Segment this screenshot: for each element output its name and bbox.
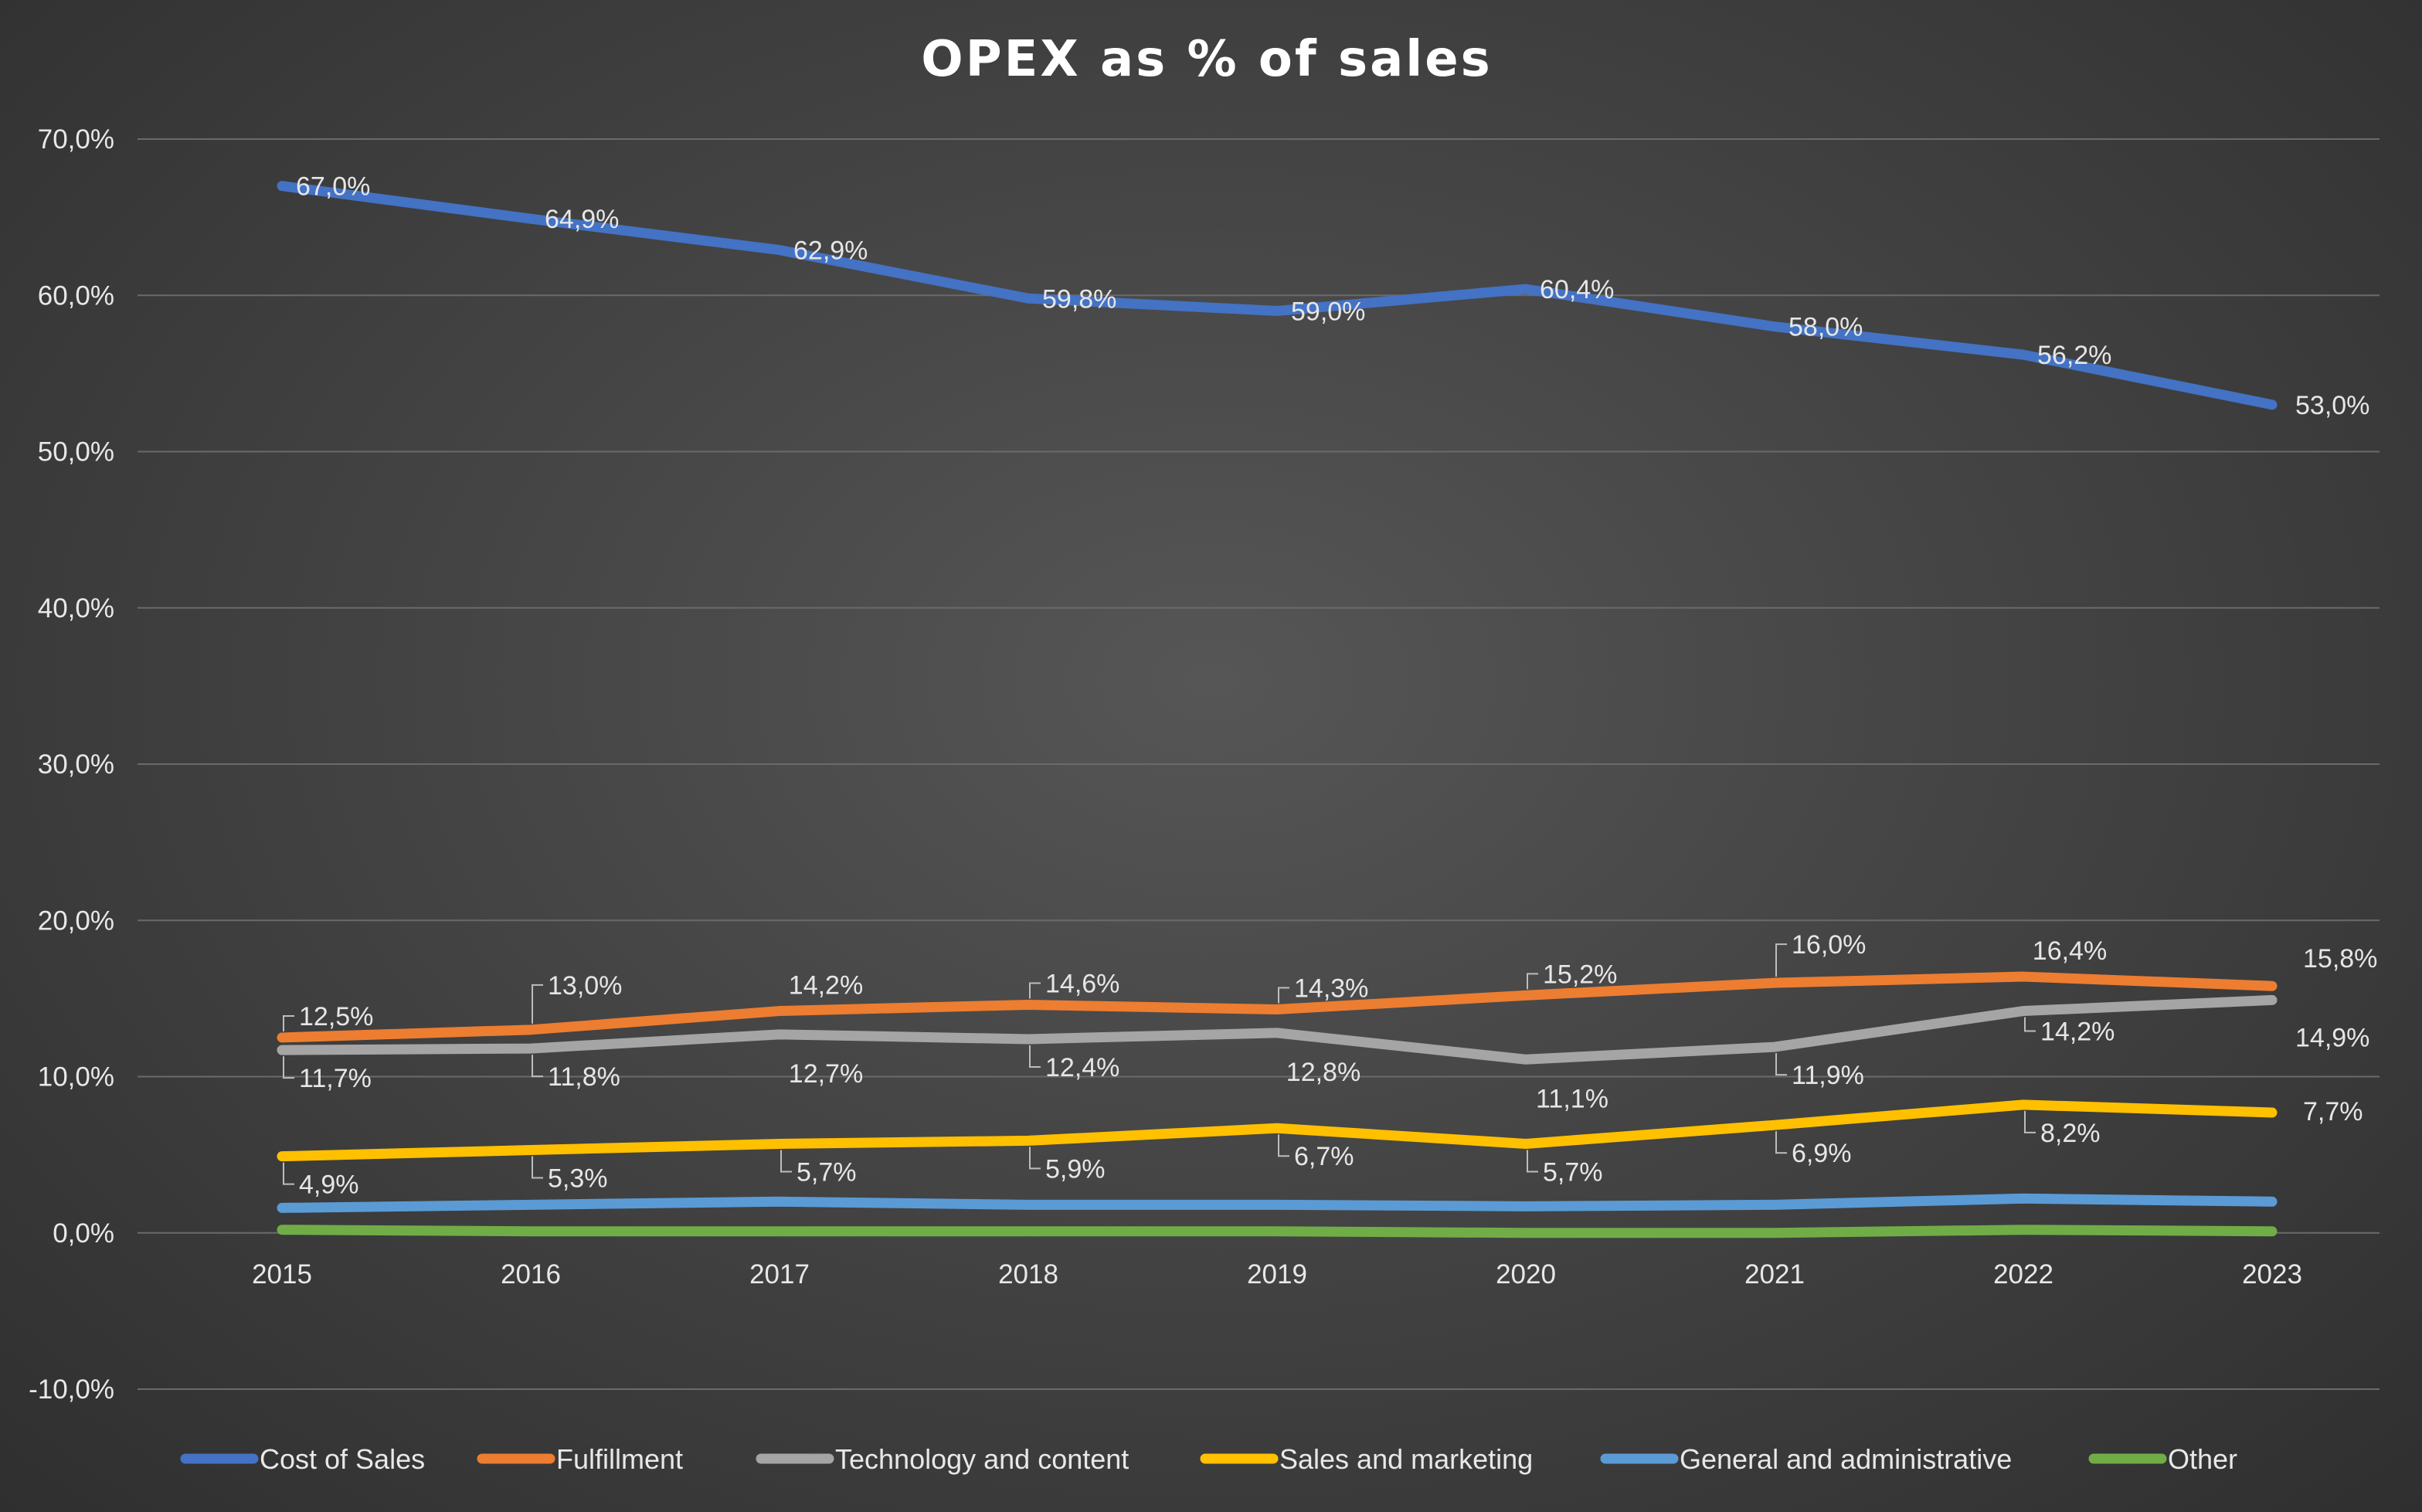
leader-line xyxy=(283,1162,294,1185)
data-label: 62,9% xyxy=(793,236,868,266)
x-tick-label: 2021 xyxy=(1744,1259,1805,1289)
leader-line xyxy=(1527,973,1538,990)
leader-line xyxy=(1029,1147,1041,1170)
data-label: 14,6% xyxy=(1045,969,1119,998)
leader-line xyxy=(1029,1045,1041,1068)
leader-line xyxy=(1775,1131,1787,1154)
data-label: 6,7% xyxy=(1294,1142,1354,1171)
leader-line xyxy=(2024,1017,2036,1032)
legend-label: Technology and content xyxy=(835,1443,1129,1475)
y-axis-ticks: -10,0% 0,0% 10,0% 20,0% 30,0% 40,0% 50,0% 60,0%… xyxy=(29,124,114,1405)
leader-line xyxy=(1029,982,1041,999)
leader-line xyxy=(780,1150,792,1173)
y-tick-label: -10,0% xyxy=(29,1374,114,1405)
data-label: 13,0% xyxy=(548,971,622,1001)
data-label: 7,7% xyxy=(2303,1097,2363,1126)
data-label: 5,7% xyxy=(797,1157,857,1187)
x-tick-label: 2018 xyxy=(998,1259,1058,1289)
y-tick-label: 50,0% xyxy=(38,437,114,467)
data-label: 4,9% xyxy=(299,1171,359,1200)
leader-line xyxy=(283,1014,294,1031)
data-label: 60,4% xyxy=(1540,275,1614,304)
series-line-general-and-administrative xyxy=(277,1193,2278,1213)
legend-label: Other xyxy=(2168,1443,2237,1475)
x-tick-label: 2017 xyxy=(749,1259,810,1289)
data-label: 8,2% xyxy=(2040,1119,2101,1148)
x-tick-label: 2022 xyxy=(1993,1259,2053,1289)
data-label: 14,9% xyxy=(2295,1023,2369,1052)
data-label: 6,9% xyxy=(1792,1139,1852,1168)
series-line-sales-and-marketing xyxy=(277,1099,2278,1162)
y-tick-label: 40,0% xyxy=(38,593,114,623)
data-label: 11,1% xyxy=(1536,1084,1608,1113)
legend-label: Fulfillment xyxy=(556,1443,683,1475)
legend-label: Sales and marketing xyxy=(1279,1443,1533,1475)
x-tick-label: 2015 xyxy=(252,1259,312,1289)
series-lines xyxy=(277,181,2278,1238)
data-label: 12,7% xyxy=(789,1059,863,1089)
leader-line xyxy=(532,984,543,1024)
data-label: 15,8% xyxy=(2303,944,2377,973)
data-label: 11,7% xyxy=(299,1064,372,1093)
data-label: 56,2% xyxy=(2037,341,2111,370)
series-line-cost-of-sales xyxy=(277,181,2278,410)
leader-line xyxy=(283,1056,294,1079)
data-label: 53,0% xyxy=(2295,391,2369,420)
data-label: 16,0% xyxy=(1792,930,1866,960)
x-axis-ticks: 2015 2016 2017 2018 2019 2020 2021 2022 2023 xyxy=(252,1259,2302,1289)
data-label: 12,5% xyxy=(299,1002,373,1031)
data-label: 12,4% xyxy=(1045,1053,1119,1082)
label-leader-lines xyxy=(283,943,2036,1185)
x-tick-label: 2019 xyxy=(1247,1259,1307,1289)
leader-line xyxy=(1278,1134,1289,1157)
leader-line xyxy=(1775,943,1787,977)
data-label: 12,8% xyxy=(1286,1058,1360,1087)
data-label: 15,2% xyxy=(1543,960,1617,989)
y-tick-label: 20,0% xyxy=(38,906,114,936)
data-label: 5,9% xyxy=(1045,1154,1106,1184)
data-label: 11,8% xyxy=(548,1062,620,1092)
data-labels: 67,0% 64,9% 62,9% 59,8% 59,0% 60,4% 58,0% 56,2%… xyxy=(296,172,2377,1200)
series-line-technology-and-content xyxy=(277,994,2278,1065)
leader-line xyxy=(1278,987,1289,1004)
data-label: 16,4% xyxy=(2033,936,2107,966)
data-label: 14,3% xyxy=(1294,974,1368,1004)
legend-label: Cost of Sales xyxy=(260,1443,425,1475)
data-label: 14,2% xyxy=(2040,1018,2115,1047)
data-label: 64,9% xyxy=(545,205,619,234)
x-tick-label: 2016 xyxy=(501,1259,561,1289)
data-label: 11,9% xyxy=(1792,1061,1864,1090)
x-tick-label: 2020 xyxy=(1496,1259,1556,1289)
data-label: 67,0% xyxy=(296,172,370,202)
legend: Cost of Sales Fulfillment Technology and c… xyxy=(180,1443,2237,1475)
y-tick-label: 10,0% xyxy=(38,1062,114,1092)
series-line-other xyxy=(277,1225,2278,1238)
data-label: 14,2% xyxy=(789,971,863,1001)
data-label: 5,3% xyxy=(548,1164,608,1194)
x-tick-label: 2023 xyxy=(2242,1259,2302,1289)
y-tick-label: 0,0% xyxy=(53,1218,114,1249)
leader-line xyxy=(532,1156,543,1179)
leader-line xyxy=(2024,1110,2036,1133)
series-line-fulfillment xyxy=(277,971,2278,1043)
leader-line xyxy=(532,1055,543,1078)
leader-line xyxy=(1527,1150,1538,1173)
y-tick-label: 70,0% xyxy=(38,124,114,155)
y-tick-label: 30,0% xyxy=(38,749,114,780)
y-tick-label: 60,0% xyxy=(38,280,114,311)
data-label: 5,7% xyxy=(1543,1157,1603,1187)
legend-label: General and administrative xyxy=(1680,1443,2012,1475)
data-label: 59,8% xyxy=(1042,284,1116,314)
data-label: 58,0% xyxy=(1788,313,1863,342)
chart-title: OPEX as % of sales xyxy=(921,31,1492,88)
leader-line xyxy=(1775,1053,1787,1076)
data-label: 59,0% xyxy=(1291,297,1365,326)
